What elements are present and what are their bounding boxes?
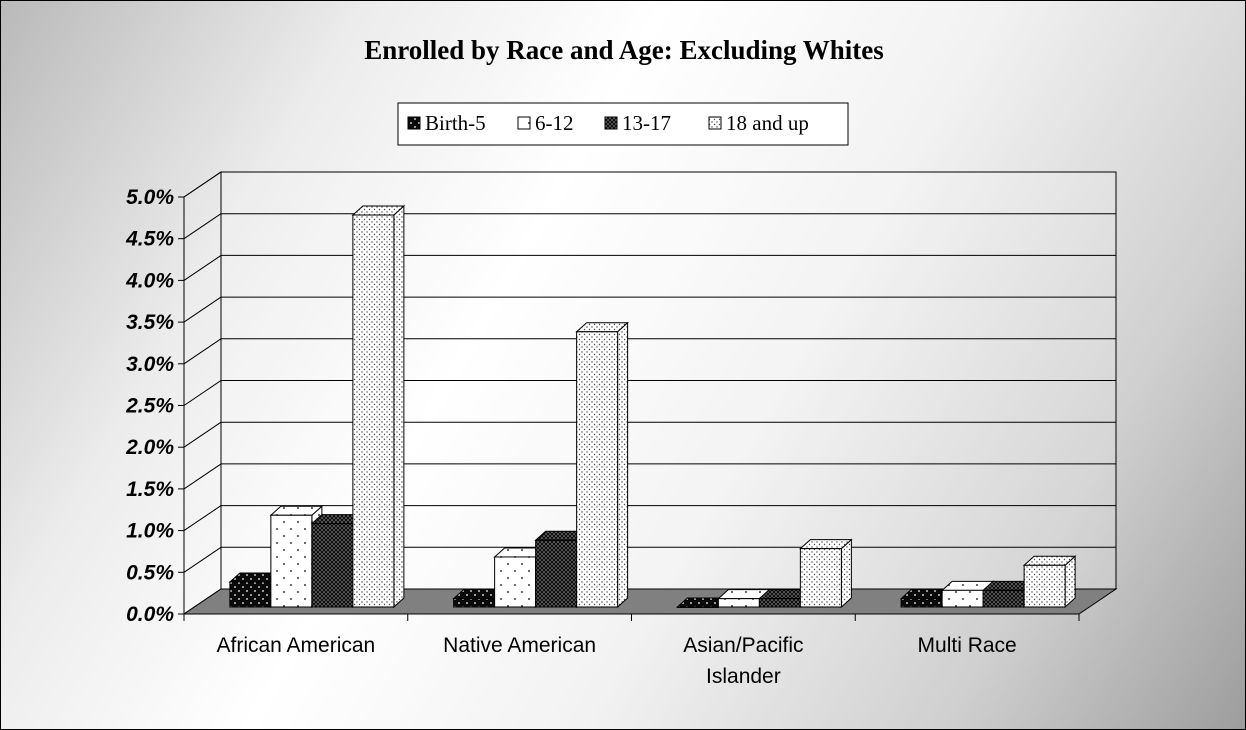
bar-front [1023, 564, 1066, 608]
bar-front [717, 598, 760, 608]
y-tick-label: 2.0% [125, 436, 174, 459]
bar-front [453, 598, 496, 608]
x-tick-label: Native American [443, 634, 596, 657]
bar-front [900, 598, 943, 608]
side-gridline [183, 463, 222, 490]
legend-swatch [708, 116, 722, 130]
legend-label: 6-12 [535, 111, 574, 135]
bar-front [758, 598, 801, 608]
bar-side [393, 204, 405, 609]
side-gridline [183, 546, 222, 573]
legend-box [397, 102, 849, 146]
bar-front [982, 589, 1025, 608]
y-tick-label: 3.0% [126, 353, 174, 376]
y-tick-label: 1.0% [126, 520, 174, 543]
side-gridline [183, 171, 222, 198]
bar-front [494, 556, 537, 608]
side-gridline [183, 296, 222, 323]
bar-front [676, 606, 719, 608]
side-gridline [183, 254, 222, 281]
bars [228, 204, 1077, 609]
side-gridline [183, 213, 222, 240]
bar-front [535, 539, 578, 608]
bar [1022, 555, 1077, 609]
legend-swatch [604, 116, 618, 130]
x-tick-label: Islander [706, 665, 781, 688]
y-tick-label: 4.0% [125, 269, 174, 292]
legend-label: Birth-5 [425, 111, 486, 135]
y-tick-label: 4.5% [125, 228, 174, 251]
y-tick-label: 0.5% [126, 561, 174, 584]
bar-side [840, 538, 852, 609]
chart-title: Enrolled by Race and Age: Excluding Whit… [364, 35, 884, 65]
bar-front [270, 514, 313, 608]
bar-front [352, 214, 395, 608]
legend-label: 13-17 [622, 111, 671, 135]
legend-swatch [517, 116, 531, 130]
legend: Birth-5 6-12 13-17 18 and up [397, 102, 849, 146]
side-gridline [183, 421, 222, 448]
axis-labels: 0.0% 0.5% 1.0% 1.5% 2.0% 2.5% 3.0% 3.5% 4.0% 4.5%… [125, 186, 1017, 688]
side-gridline [183, 380, 222, 406]
y-tick-label: 0.0% [126, 603, 174, 626]
y-tick-label: 3.5% [126, 311, 174, 334]
bar-side [617, 321, 629, 609]
bar-front [941, 589, 984, 608]
x-tick-label: Multi Race [918, 634, 1017, 657]
bar-front [576, 331, 619, 608]
bar-front [229, 581, 272, 608]
side-gridline [183, 505, 222, 532]
y-tick-label: 5.0% [126, 186, 174, 209]
legend-label: 18 and up [726, 111, 809, 135]
x-tick-label: Asian/Pacific [683, 634, 803, 657]
bar-front [311, 523, 354, 608]
bar [575, 321, 629, 609]
legend-swatch [407, 116, 421, 130]
bar [351, 204, 406, 609]
side-gridline [183, 338, 222, 365]
bar [899, 588, 954, 609]
bar-front [799, 548, 842, 608]
y-tick-label: 2.5% [125, 395, 174, 418]
y-tick-label: 1.5% [126, 478, 174, 501]
x-tick-label: African American [217, 634, 376, 657]
bar [799, 538, 853, 609]
bar [228, 571, 283, 609]
